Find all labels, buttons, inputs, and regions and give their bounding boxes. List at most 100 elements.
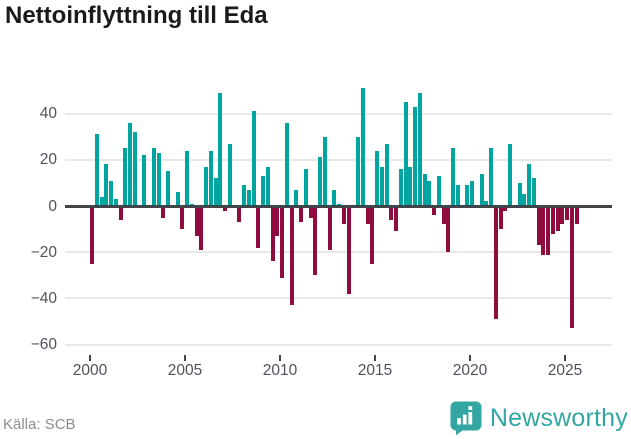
bar-2014Q4[interactable] (370, 206, 375, 264)
bar-2016Q3[interactable] (403, 102, 408, 206)
bar-2001Q4[interactable] (123, 148, 128, 206)
bar-2024Q3[interactable] (555, 206, 560, 232)
bar-2011Q1[interactable] (299, 206, 303, 223)
bar-2001Q2[interactable] (113, 199, 118, 206)
bar-2010Q2[interactable] (284, 122, 289, 206)
bar-2025Q2[interactable] (569, 206, 574, 329)
bar-2016Q2[interactable] (398, 169, 403, 206)
bar-2008Q1[interactable] (242, 185, 246, 206)
bar-2021Q1[interactable] (489, 148, 493, 206)
bar-2005Q3[interactable] (194, 206, 199, 237)
bar-2003Q3[interactable] (156, 152, 161, 206)
x-axis-tick-2005 (184, 355, 186, 361)
bar-2023Q1[interactable] (527, 164, 531, 206)
bar-2004Q4[interactable] (180, 206, 185, 230)
gridline-20 (65, 158, 612, 161)
bar-2016Q1[interactable] (394, 206, 398, 232)
bar-2015Q1[interactable] (375, 150, 379, 206)
bar-2007Q2[interactable] (227, 143, 232, 206)
bar-2006Q1[interactable] (204, 166, 208, 206)
bar-2023Q2[interactable] (531, 178, 536, 206)
bar-2008Q4[interactable] (256, 206, 261, 248)
bar-2002Q2[interactable] (132, 132, 137, 206)
bar-2021Q3[interactable] (498, 206, 503, 230)
bar-2022Q3[interactable] (517, 182, 522, 206)
bar-2018Q1[interactable] (432, 206, 436, 216)
bar-2009Q1[interactable] (261, 175, 265, 206)
bar-2024Q2[interactable] (550, 206, 555, 234)
bar-2000Q3[interactable] (99, 196, 104, 206)
bar-2015Q4[interactable] (389, 206, 394, 220)
bar-2004Q3[interactable] (175, 192, 180, 206)
newsworthy-logo[interactable]: Newsworthy (449, 400, 628, 436)
bar-2019Q1[interactable] (451, 148, 455, 206)
bar-2009Q3[interactable] (270, 206, 275, 262)
bar-2017Q3[interactable] (422, 173, 427, 206)
bar-2007Q1[interactable] (223, 206, 227, 211)
bar-2010Q4[interactable] (294, 189, 299, 206)
bar-2019Q2[interactable] (455, 185, 460, 206)
bar-2005Q4[interactable] (199, 206, 204, 250)
bar-2013Q3[interactable] (346, 206, 351, 294)
bar-2015Q2[interactable] (379, 166, 384, 206)
bar-2025Q1[interactable] (565, 206, 569, 220)
bar-2024Q4[interactable] (560, 206, 565, 225)
bar-2014Q3[interactable] (365, 206, 370, 225)
bar-2011Q4[interactable] (313, 206, 318, 276)
bar-2012Q1[interactable] (318, 157, 322, 206)
bar-2018Q3[interactable] (441, 206, 446, 225)
bar-2022Q1[interactable] (508, 143, 512, 206)
bar-2010Q3[interactable] (289, 206, 294, 306)
bar-2020Q3[interactable] (479, 173, 484, 206)
bar-2004Q1[interactable] (166, 171, 170, 206)
bar-2000Q2[interactable] (94, 134, 99, 206)
x-axis-tick-label: 2000 (72, 362, 108, 379)
bar-2011Q3[interactable] (308, 206, 313, 218)
bar-2007Q4[interactable] (237, 206, 242, 223)
bar-2013Q2[interactable] (341, 206, 346, 225)
bar-2003Q4[interactable] (161, 206, 166, 218)
bar-2017Q4[interactable] (427, 180, 432, 206)
bar-2024Q1[interactable] (546, 206, 550, 255)
bar-2006Q4[interactable] (218, 92, 223, 206)
bar-2008Q2[interactable] (246, 189, 251, 206)
bar-2022Q4[interactable] (522, 194, 527, 206)
bar-2025Q3[interactable] (574, 206, 579, 225)
bar-2008Q3[interactable] (251, 111, 256, 206)
y-axis-tick-label: −40 (30, 289, 57, 307)
bar-2012Q2[interactable] (322, 136, 327, 206)
bar-2017Q2[interactable] (417, 92, 422, 206)
bar-2016Q4[interactable] (408, 166, 413, 206)
bar-2015Q3[interactable] (384, 143, 389, 206)
bar-2003Q2[interactable] (151, 148, 156, 206)
bar-2002Q1[interactable] (128, 122, 132, 206)
bar-2018Q4[interactable] (446, 206, 451, 253)
bar-2005Q1[interactable] (185, 150, 189, 206)
bar-2011Q2[interactable] (303, 169, 308, 206)
bar-2000Q4[interactable] (104, 164, 109, 206)
bar-2010Q1[interactable] (280, 206, 284, 278)
bar-2023Q4[interactable] (541, 206, 546, 255)
bar-2014Q2[interactable] (360, 88, 365, 206)
bar-2001Q3[interactable] (118, 206, 123, 220)
bar-2020Q4[interactable] (484, 201, 489, 206)
bar-2014Q1[interactable] (356, 136, 360, 206)
bar-2012Q3[interactable] (327, 206, 332, 250)
bar-2009Q2[interactable] (265, 166, 270, 206)
bar-2021Q2[interactable] (493, 206, 498, 320)
bar-2021Q4[interactable] (503, 206, 508, 211)
x-axis-tick-2010 (279, 355, 281, 361)
bar-2002Q4[interactable] (142, 155, 147, 206)
bar-2023Q3[interactable] (536, 206, 541, 246)
bar-2009Q4[interactable] (275, 206, 280, 237)
bar-2018Q2[interactable] (436, 175, 441, 206)
bar-2019Q4[interactable] (465, 185, 470, 206)
bar-2017Q1[interactable] (413, 106, 417, 206)
bar-2001Q1[interactable] (109, 180, 113, 206)
bar-2012Q4[interactable] (332, 189, 337, 206)
x-axis-tick-2000 (89, 355, 91, 361)
bar-2006Q2[interactable] (208, 150, 213, 206)
bar-2006Q3[interactable] (213, 178, 218, 206)
bar-2000Q1[interactable] (90, 206, 94, 264)
bar-2020Q1[interactable] (470, 180, 474, 206)
